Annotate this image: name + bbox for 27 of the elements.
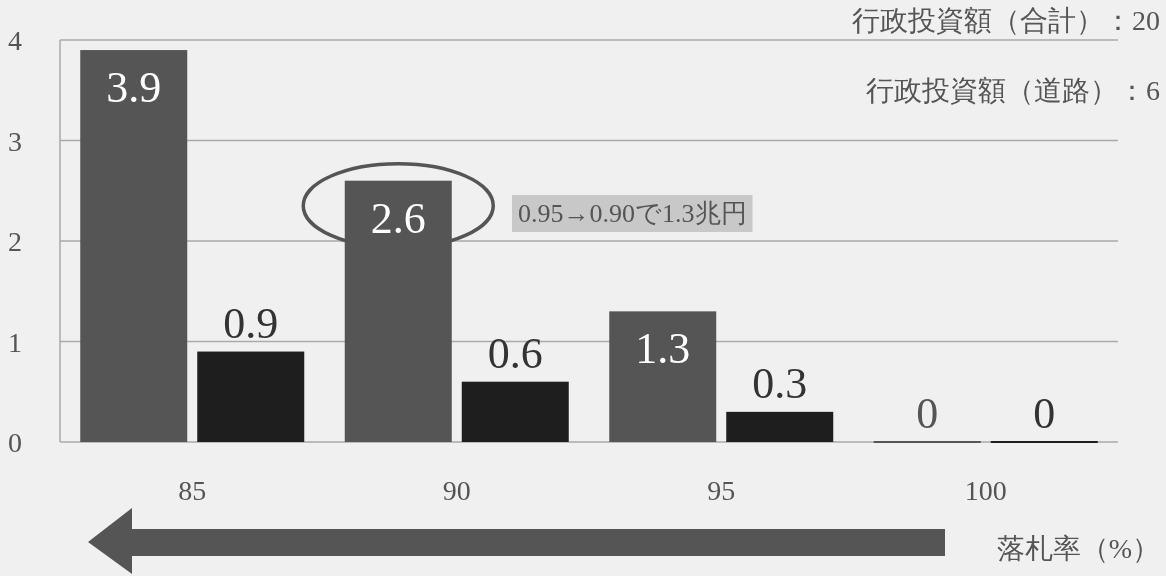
x-tick-label: 95 [707, 475, 736, 506]
bar [344, 180, 452, 442]
x-tick-label: 85 [178, 475, 207, 506]
data-label: 2.6 [370, 193, 426, 243]
bar [461, 381, 569, 442]
y-tick-label: 2 [8, 226, 22, 257]
data-label: 0 [916, 389, 939, 438]
data-label: 3.9 [106, 63, 162, 113]
annotation: 行政投資額（道路）：6 [866, 75, 1160, 106]
y-tick-label: 0 [8, 427, 22, 458]
data-label: 0.9 [223, 298, 279, 348]
y-tick-label: 1 [8, 326, 22, 358]
x-tick-label: 90 [442, 475, 471, 506]
bar [80, 50, 188, 442]
data-label: 0 [1033, 389, 1056, 438]
x-axis-title: 落札率（%） [996, 533, 1160, 564]
bar [609, 311, 717, 442]
data-label: 0.6 [487, 328, 543, 378]
x-tick-label: 100 [964, 475, 1007, 506]
bar [726, 411, 834, 442]
y-tick-label: 4 [8, 25, 22, 56]
data-label: 0.3 [752, 358, 808, 408]
y-tick-label: 3 [8, 125, 22, 157]
annotation: 0.95→0.90で1.3兆円 [518, 199, 747, 228]
data-label: 1.3 [635, 324, 691, 374]
bar [197, 351, 305, 442]
text: 行政投資額（合計）：20 [852, 5, 1160, 36]
